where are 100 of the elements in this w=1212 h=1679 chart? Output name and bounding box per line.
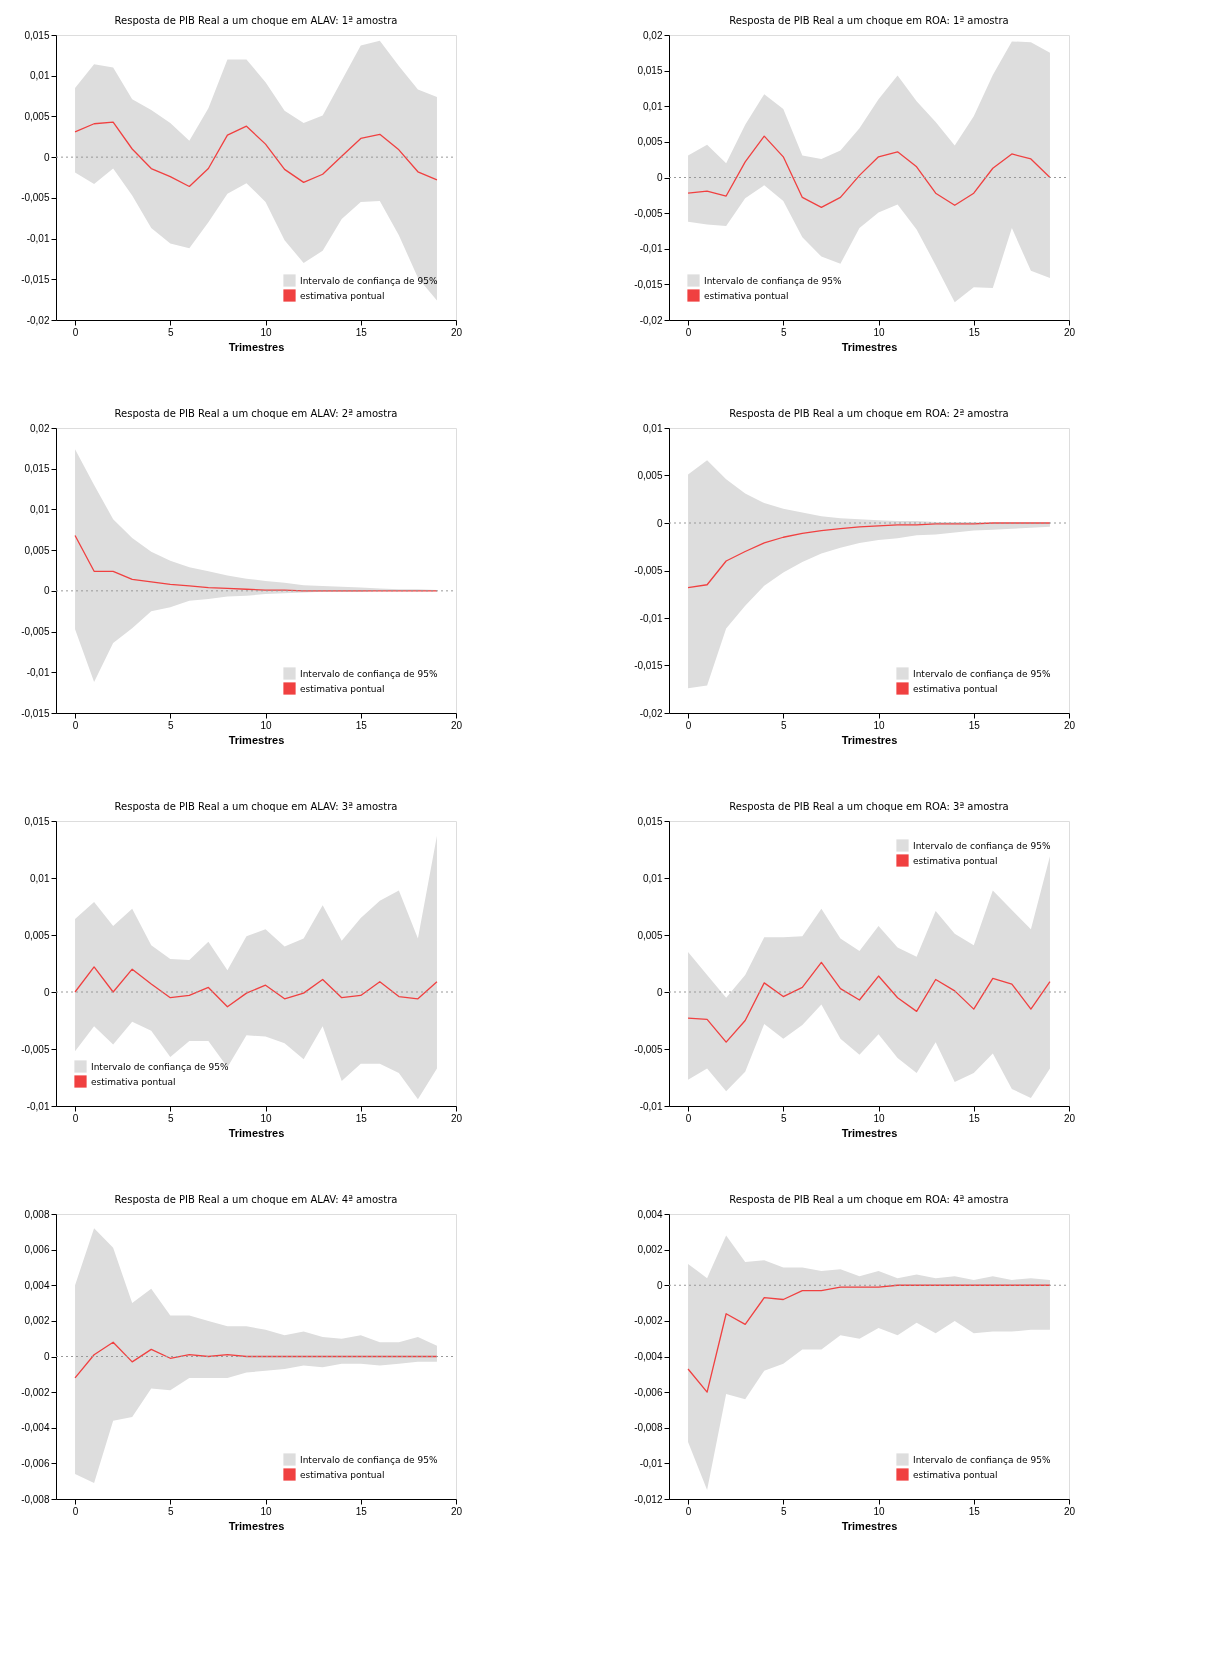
x-tick-label: 15: [968, 1112, 981, 1124]
y-tick-label: 0: [656, 172, 663, 183]
x-tick-label: 0: [72, 1112, 79, 1124]
y-tick-label: -0,01: [26, 666, 50, 678]
legend-label: estimativa pontual: [300, 1469, 385, 1480]
x-axis-title: Trimestres: [228, 340, 285, 353]
legend-label: Intervalo de confiança de 95%: [913, 840, 1051, 851]
x-axis-title: Trimestres: [841, 1519, 898, 1532]
y-tick-label: -0,005: [634, 1043, 663, 1055]
y-tick-label: -0,008: [634, 1422, 663, 1434]
x-tick-label: 10: [260, 326, 273, 338]
legend-label: Intervalo de confiança de 95%: [913, 1454, 1051, 1465]
y-tick-label: -0,005: [634, 207, 663, 219]
y-tick-label: -0,002: [634, 1315, 663, 1327]
y-tick-label: 0: [43, 986, 50, 998]
y-tick-label: -0,004: [634, 1351, 663, 1362]
y-tick-label: 0,015: [637, 65, 663, 77]
y-tick-label: 0: [656, 1279, 663, 1291]
y-tick-label: -0,01: [26, 1100, 50, 1112]
y-tick-label: -0,01: [26, 233, 50, 245]
y-tick-label: -0,008: [21, 1493, 50, 1505]
y-tick-label: -0,006: [21, 1457, 50, 1469]
text: estimativa pontual: [913, 855, 998, 866]
chart-title: Resposta de PIB Real a um choque em ROA: 4ª amostra: [729, 1194, 1009, 1205]
x-tick-label: 5: [781, 719, 787, 731]
x-tick-label: 15: [355, 326, 368, 338]
x-tick-label: 20: [1063, 1112, 1076, 1124]
y-tick-label: 0,02: [643, 29, 663, 41]
x-tick-label: 5: [781, 1112, 787, 1124]
x-tick-label: 10: [873, 326, 886, 338]
y-tick-label: 0,005: [24, 544, 50, 556]
legend-label: estimativa pontual: [300, 683, 385, 694]
x-tick-label: 20: [1063, 326, 1076, 338]
legend-label: Intervalo de confiança de 95%: [91, 1061, 229, 1072]
x-tick-label: 0: [685, 1112, 692, 1124]
y-tick-label: 0: [656, 986, 663, 998]
x-tick-label: 15: [968, 1505, 981, 1517]
chart-title: Resposta de PIB Real a um choque em ALAV: 4ª amostra: [114, 1194, 398, 1205]
x-tick-label: 10: [873, 719, 886, 731]
y-tick-label: 0,01: [643, 100, 663, 112]
x-tick-label: 20: [1063, 1505, 1076, 1517]
y-tick-label: -0,01: [639, 243, 663, 255]
x-tick-label: 5: [168, 1505, 174, 1517]
line-series: [687, 135, 1051, 209]
y-tick-label: 0,005: [24, 110, 50, 122]
y-tick-label: -0,015: [634, 278, 663, 290]
x-axis-title: Trimestres: [841, 1126, 898, 1139]
y-tick-label: 0,008: [24, 1208, 50, 1220]
y-tick-label: 0,02: [30, 422, 50, 434]
y-tick-label: 0,01: [30, 503, 50, 515]
y-tick-label: -0,01: [639, 1100, 663, 1112]
y-tick-label: -0,005: [21, 626, 50, 638]
y-tick-label: 0,006: [24, 1244, 50, 1256]
x-tick-label: 10: [873, 1505, 886, 1517]
x-tick-label: 5: [781, 326, 787, 338]
x-tick-label: 20: [450, 719, 463, 731]
x-tick-label: 0: [72, 719, 79, 731]
y-tick-label: 0,015: [637, 815, 663, 827]
legend-label: Intervalo de confiança de 95%: [300, 275, 438, 286]
y-tick-label: 0,015: [24, 29, 50, 41]
y-tick-label: -0,005: [634, 565, 663, 576]
line-series: [687, 1284, 1051, 1393]
y-tick-label: 0,015: [24, 463, 50, 475]
x-tick-label: 10: [873, 1112, 886, 1124]
chart-title: Resposta de PIB Real a um choque em ROA: 2ª amostra: [729, 408, 1009, 419]
y-tick-label: 0: [43, 585, 50, 597]
x-tick-label: 20: [450, 326, 463, 338]
x-tick-label: 20: [1063, 719, 1076, 731]
y-tick-label: 0: [656, 517, 663, 529]
y-tick-label: 0,01: [30, 70, 50, 82]
y-tick-label: 0,005: [637, 929, 663, 941]
y-tick-label: 0,01: [30, 872, 50, 884]
y-tick-label: -0,015: [21, 707, 50, 719]
line-series: [74, 966, 438, 1008]
chart-title: Resposta de PIB Real a um choque em ALAV: 3ª amostra: [114, 801, 398, 812]
y-tick-label: -0,02: [639, 707, 663, 719]
legend-label: estimativa pontual: [300, 290, 385, 301]
x-tick-label: 10: [260, 1112, 273, 1124]
x-tick-label: 5: [168, 1112, 174, 1124]
x-tick-label: 10: [260, 719, 273, 731]
y-tick-label: -0,02: [639, 314, 663, 326]
y-tick-label: -0,015: [634, 660, 663, 671]
x-tick-label: 0: [685, 326, 692, 338]
y-tick-label: -0,01: [639, 1457, 663, 1469]
x-tick-label: 15: [968, 719, 981, 731]
x-axis-title: Trimestres: [228, 1126, 285, 1139]
y-tick-label: -0,02: [26, 314, 50, 326]
legend-label: estimativa pontual: [91, 1076, 176, 1087]
y-tick-label: 0,01: [643, 872, 663, 884]
x-tick-label: 0: [72, 326, 79, 338]
chart-title: Resposta de PIB Real a um choque em ALAV: 2ª amostra: [114, 408, 398, 419]
x-tick-label: 15: [968, 326, 981, 338]
y-tick-label: 0,002: [24, 1315, 50, 1327]
x-axis-title: Trimestres: [228, 1519, 285, 1532]
legend-label: Intervalo de confiança de 95%: [704, 275, 842, 286]
legend-label: estimativa pontual: [704, 290, 789, 301]
line-series: [74, 534, 438, 592]
line-series: [74, 121, 438, 188]
x-tick-label: 10: [260, 1505, 273, 1517]
y-tick-label: 0,005: [24, 929, 50, 941]
